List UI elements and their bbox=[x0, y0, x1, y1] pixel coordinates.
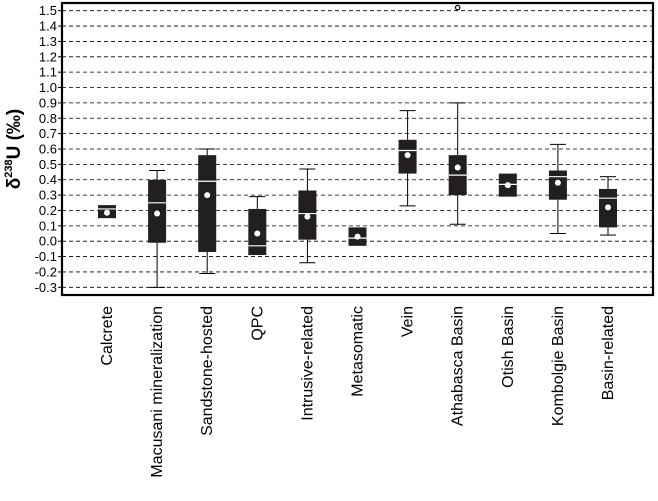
mean-marker bbox=[104, 209, 110, 216]
category-label: Intrusive-related bbox=[299, 306, 316, 421]
y-tick-label: 0.4 bbox=[39, 172, 57, 187]
y-tick-label: 0.1 bbox=[39, 218, 57, 233]
category-label: Basin-related bbox=[600, 306, 617, 400]
category-label: Calcrete bbox=[99, 306, 116, 366]
box-plots bbox=[98, 4, 617, 288]
y-label-suffix: U (‰) bbox=[4, 109, 25, 160]
y-tick-label: 1.4 bbox=[39, 19, 57, 34]
box-plot-otish-basin bbox=[498, 173, 517, 197]
mean-marker bbox=[154, 210, 161, 217]
box-plot-intrusive-related bbox=[298, 168, 317, 264]
box-plot-basin-related bbox=[599, 176, 617, 236]
box bbox=[198, 155, 217, 252]
y-axis-ticks: -0.3-0.2-0.10.00.10.20.30.40.50.60.70.80… bbox=[35, 3, 62, 295]
y-tick-label: -0.2 bbox=[35, 264, 57, 279]
box-plot-calcrete bbox=[98, 205, 116, 219]
y-tick-label: 0.6 bbox=[39, 142, 57, 157]
y-tick-label: 1.2 bbox=[39, 49, 57, 64]
category-label: Kombolgie Basin bbox=[550, 306, 567, 426]
mean-marker bbox=[605, 204, 611, 211]
mean-marker bbox=[204, 192, 211, 199]
box-plot-athabasca-basin bbox=[448, 4, 467, 225]
mean-marker bbox=[304, 213, 311, 220]
category-label: Macusani mineralization bbox=[149, 306, 166, 478]
y-axis-label: δ238U (‰) bbox=[3, 109, 25, 190]
y-tick-label: 0.2 bbox=[39, 203, 57, 218]
y-tick-label: 0.3 bbox=[39, 188, 57, 203]
y-tick-label: 1.0 bbox=[39, 80, 57, 95]
box-plot-vein bbox=[398, 110, 417, 207]
category-label: Athabasca Basin bbox=[450, 306, 467, 426]
box-plot-macusani-mineralization bbox=[148, 170, 167, 288]
y-tick-label: 0.5 bbox=[39, 157, 57, 172]
y-tick-label: -0.1 bbox=[35, 249, 57, 264]
category-labels: Calcrete Macusani mineralization Sandstone… bbox=[99, 306, 617, 478]
mean-marker bbox=[454, 164, 461, 171]
y-tick-label: 1.3 bbox=[39, 34, 57, 49]
box-plot-sandstone-hosted bbox=[198, 148, 217, 274]
plot-frame bbox=[60, 1, 655, 297]
category-label: Otish Basin bbox=[500, 306, 517, 388]
y-tick-label: -0.3 bbox=[35, 280, 57, 295]
y-tick-label: 0.0 bbox=[39, 234, 57, 249]
category-label: Metasomatic bbox=[350, 306, 367, 397]
category-label: QPC bbox=[249, 306, 266, 341]
mean-marker bbox=[554, 179, 561, 186]
mean-marker bbox=[254, 230, 261, 237]
mean-marker bbox=[504, 182, 511, 189]
box-plot-qpc bbox=[248, 196, 267, 256]
mean-marker bbox=[354, 233, 361, 240]
category-label: Sandstone-hosted bbox=[199, 306, 216, 436]
y-tick-label: 0.9 bbox=[39, 95, 57, 110]
y-label-superscript: 238 bbox=[3, 159, 15, 177]
y-tick-label: 1.1 bbox=[39, 65, 57, 80]
outlier-point bbox=[454, 4, 461, 11]
y-tick-label: 1.5 bbox=[39, 3, 57, 18]
box-plot-kombolgie-basin bbox=[548, 143, 567, 235]
y-tick-label: 0.8 bbox=[39, 111, 57, 126]
mean-marker bbox=[404, 152, 411, 159]
box-plot-metasomatic bbox=[348, 227, 367, 246]
y-tick-label: 0.7 bbox=[39, 126, 57, 141]
y-label-prefix: δ bbox=[4, 178, 25, 190]
category-label: Vein bbox=[400, 306, 417, 337]
